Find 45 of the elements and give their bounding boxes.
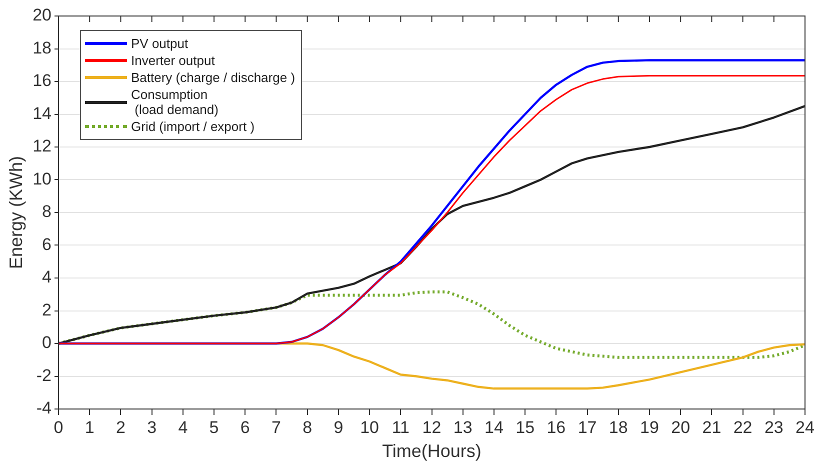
- x-tick-label: 18: [608, 418, 628, 437]
- x-tick-label: 11: [392, 418, 410, 437]
- line-series: [58, 290, 805, 359]
- legend-label: Grid (import / export ): [131, 119, 255, 134]
- legend-label: Consumption (load demand): [131, 87, 218, 117]
- y-tick-label: 12: [32, 136, 52, 156]
- x-tick-label: 7: [272, 418, 281, 437]
- y-tick-label: 18: [32, 38, 52, 58]
- y-tick-label: 16: [32, 71, 52, 90]
- x-tick-label: 8: [302, 418, 312, 437]
- x-tick-label: 10: [360, 418, 380, 437]
- x-tick-label: 24: [796, 418, 814, 437]
- y-tick-label: 0: [42, 333, 52, 352]
- y-tick-label: 20: [32, 6, 52, 25]
- x-tick-label: 23: [764, 418, 784, 437]
- x-tick-label: 4: [178, 418, 188, 437]
- y-tick-label: 14: [32, 104, 52, 123]
- x-tick-label: 12: [422, 418, 442, 437]
- legend-label: Battery (charge / discharge ): [131, 70, 296, 85]
- x-tick-label: 14: [484, 418, 504, 437]
- y-tick-label: 8: [42, 202, 52, 222]
- x-tick-label: 5: [209, 418, 219, 437]
- x-tick-label: 1: [84, 418, 94, 437]
- x-tick-label: 6: [240, 418, 250, 437]
- x-tick-label: 3: [147, 418, 157, 437]
- x-tick-label: 2: [116, 418, 126, 437]
- x-tick-label: 17: [578, 418, 597, 437]
- y-tick-label: 6: [42, 234, 52, 254]
- x-tick-label: 9: [334, 418, 344, 437]
- x-tick-label: 19: [640, 418, 659, 437]
- x-tick-label: 15: [516, 418, 535, 437]
- x-tick-label: 21: [702, 418, 722, 437]
- y-tick-label: 4: [42, 268, 52, 287]
- x-tick-label: 20: [671, 418, 690, 437]
- legend-label: PV output: [131, 36, 188, 51]
- x-tick-label: 22: [733, 418, 752, 437]
- legend-label: Inverter output: [131, 53, 215, 68]
- y-tick-label: 10: [32, 169, 52, 188]
- x-tick-label: 16: [546, 418, 566, 437]
- y-tick-label: 2: [42, 300, 52, 320]
- y-tick-label: -4: [36, 398, 52, 418]
- y-axis-title: Energy (KWh): [6, 156, 26, 270]
- x-axis-title: Time(Hours): [382, 441, 482, 462]
- y-tick-label: -2: [36, 366, 52, 385]
- x-tick-label: 13: [453, 418, 472, 437]
